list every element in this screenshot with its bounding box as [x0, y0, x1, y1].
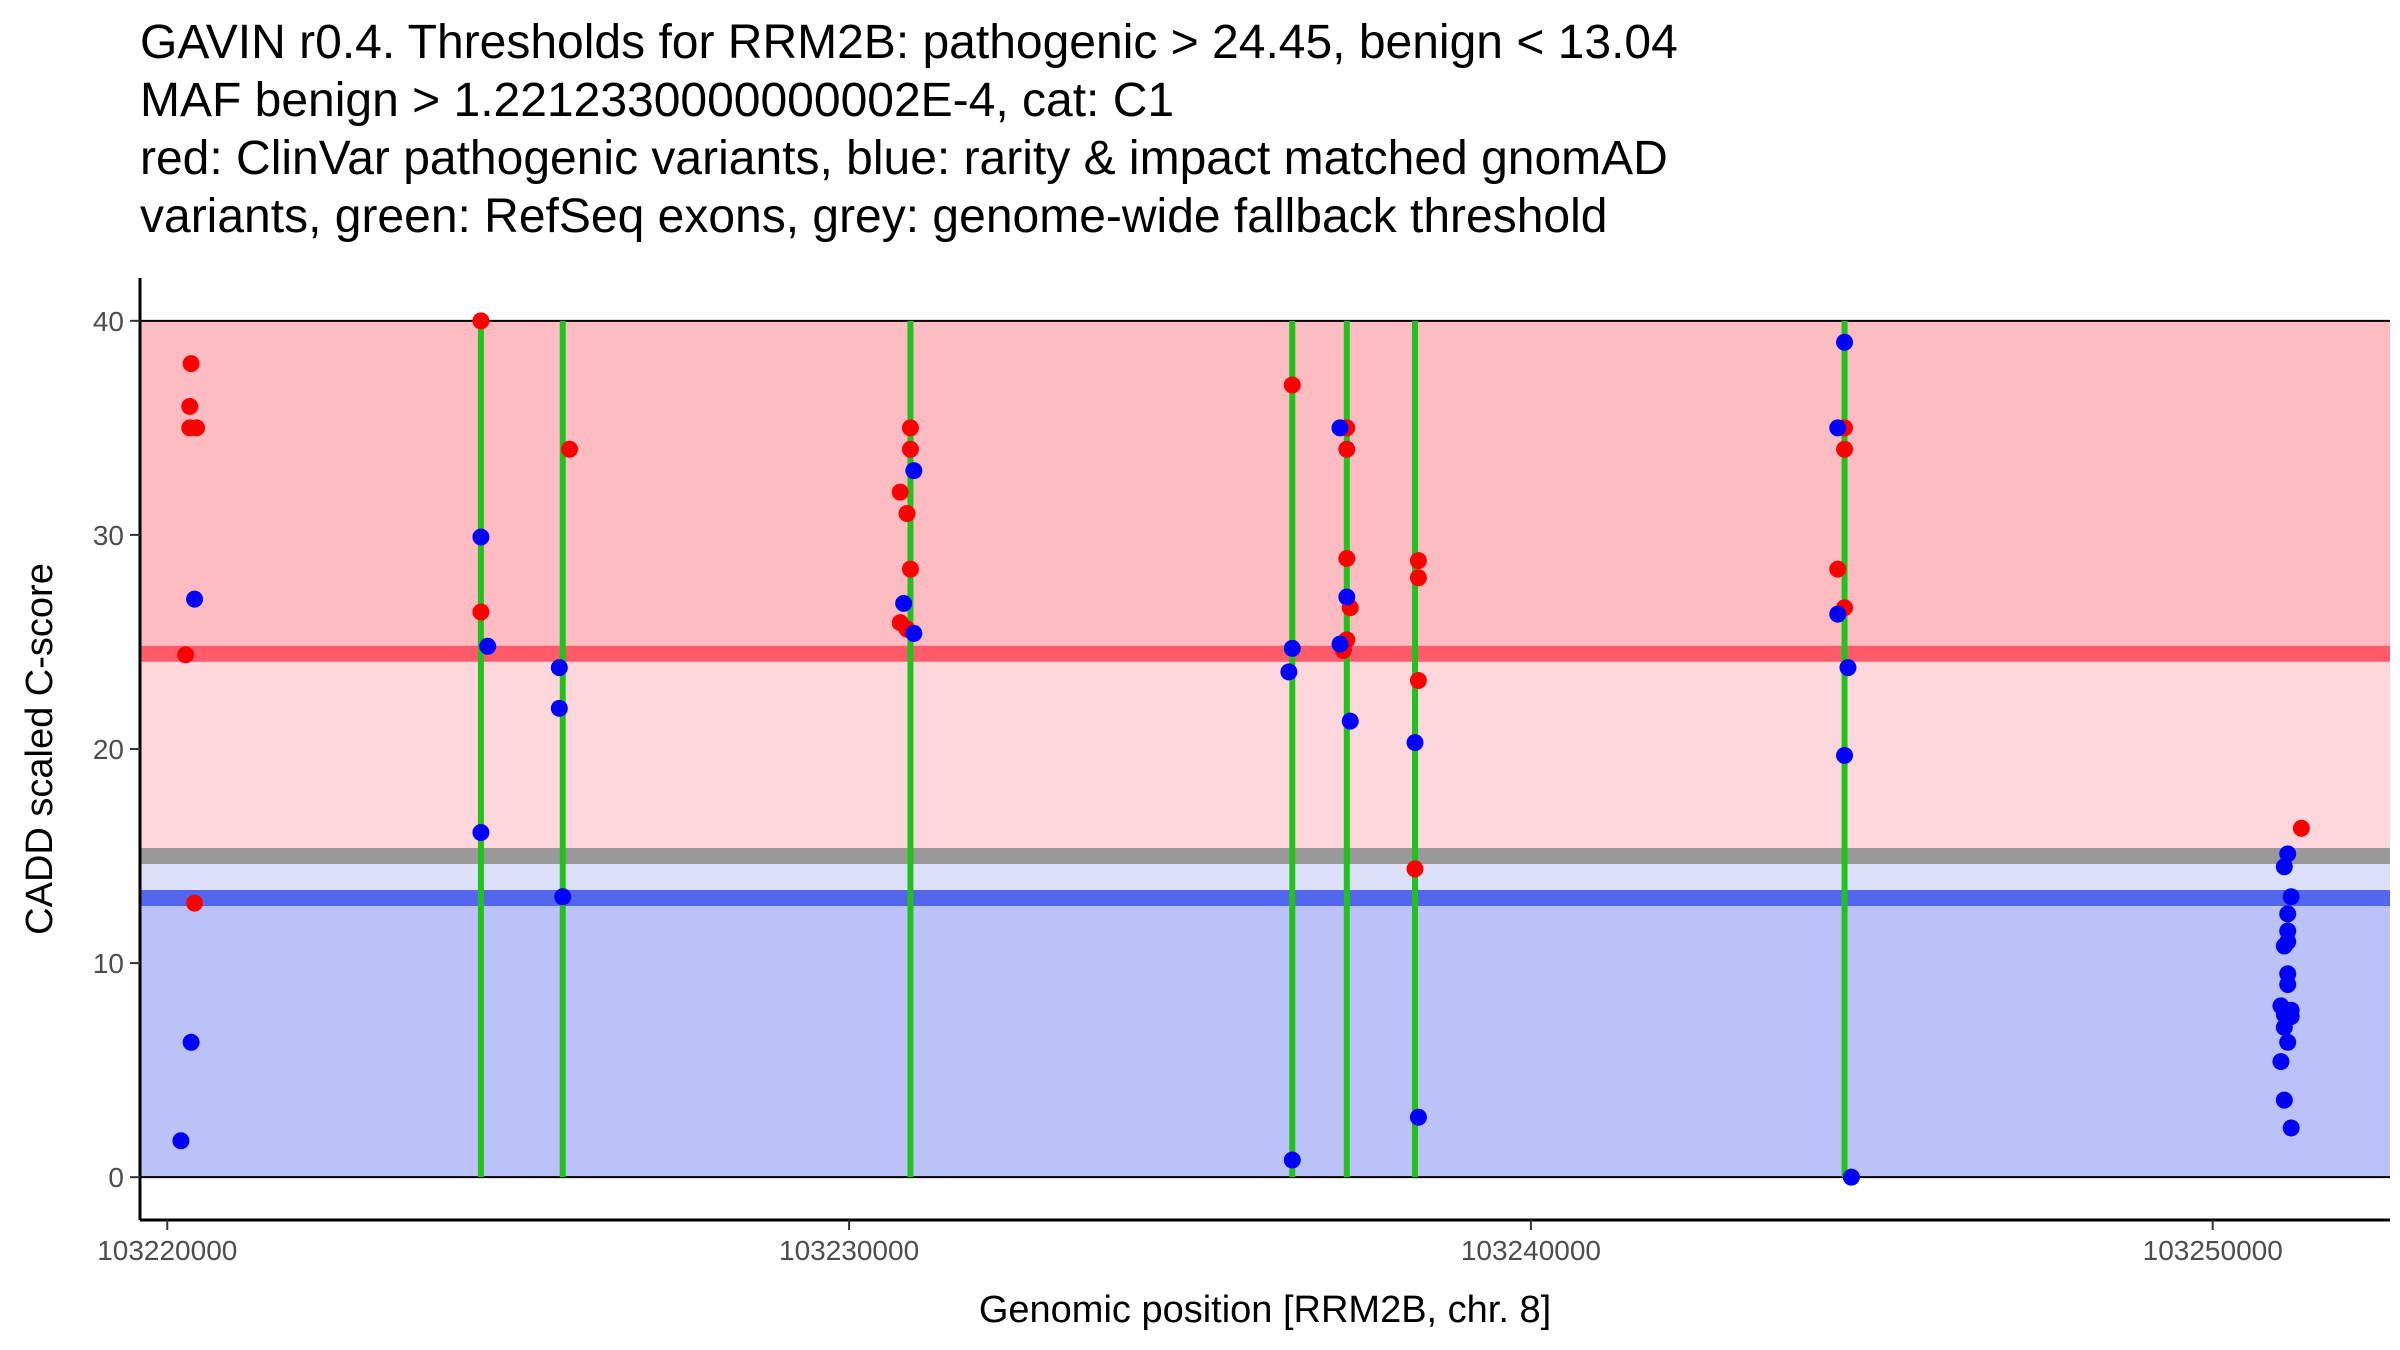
- title-line-1: GAVIN r0.4. Thresholds for RRM2B: pathog…: [140, 16, 1678, 69]
- benign-variant-point: [905, 462, 923, 480]
- benign-variant-point: [1839, 659, 1857, 677]
- benign-variant-point: [1829, 605, 1847, 623]
- benign-variant-point: [1409, 1108, 1427, 1126]
- pathogenic-variant-point: [901, 440, 919, 458]
- title-line-4: variants, green: RefSeq exons, grey: gen…: [140, 190, 1608, 243]
- title-line-3: red: ClinVar pathogenic variants, blue: …: [140, 132, 1668, 185]
- pathogenic-variant-point: [891, 483, 909, 501]
- benign-variant-point: [1331, 419, 1349, 437]
- benign-variant-point: [1406, 734, 1424, 752]
- pathogenic-variant-point: [901, 560, 919, 578]
- benign-variant-point: [1842, 1168, 1860, 1186]
- benign-variant-point: [1829, 419, 1847, 437]
- benign-variant-point: [186, 590, 204, 608]
- benign-variant-point: [2279, 933, 2297, 951]
- pathogenic-variant-point: [181, 397, 199, 415]
- threshold-regions: [140, 319, 2390, 1179]
- pathogenic-variant-point: [1836, 440, 1854, 458]
- benign-variant-point: [905, 624, 923, 642]
- benign-variant-point: [479, 637, 497, 655]
- benign-variant-point: [2275, 1091, 2293, 1109]
- y-tick-label: 10: [93, 948, 124, 979]
- y-tick-label: 40: [93, 306, 124, 337]
- x-tick-label: 103220000: [97, 1235, 237, 1266]
- pathogenic-variant-point: [561, 440, 579, 458]
- benign-variant-point: [550, 699, 568, 717]
- benign-variant-point: [1283, 1151, 1301, 1169]
- pathogenic-region: [140, 320, 2390, 654]
- pathogenic-variant-point: [1409, 569, 1427, 587]
- pathogenic-variant-point: [901, 419, 919, 437]
- chart-title: GAVIN r0.4. Thresholds for RRM2B: pathog…: [140, 14, 2340, 246]
- benign-variant-point: [172, 1132, 190, 1150]
- y-tick-label: 0: [108, 1162, 124, 1193]
- benign-variant-point: [2279, 976, 2297, 993]
- benign-variant-point: [2272, 1053, 2290, 1071]
- benign-variant-point: [550, 659, 568, 677]
- benign-region: [140, 898, 2390, 1178]
- intermediate-region: [140, 653, 2390, 857]
- benign-variant-point: [1283, 639, 1301, 657]
- pathogenic-variant-point: [182, 355, 200, 373]
- pathogenic-variant-point: [898, 505, 916, 522]
- x-tick-label: 103230000: [779, 1235, 919, 1266]
- pathogenic-variant-point: [1283, 376, 1301, 394]
- axes: 0 10 20 30 40 103220000 103230000 103240000 1032…: [93, 278, 2390, 1266]
- y-tick-label: 30: [93, 520, 124, 551]
- benign-variant-point: [182, 1033, 200, 1051]
- pathogenic-variant-point: [1406, 860, 1424, 878]
- pathogenic-variant-point: [1829, 560, 1847, 578]
- benign-variant-point: [1280, 663, 1298, 681]
- x-axis-title: Genomic position [RRM2B, chr. 8]: [979, 1289, 1551, 1331]
- benign-variant-point: [2279, 1033, 2297, 1051]
- pathogenic-variant-point: [472, 312, 490, 330]
- pathogenic-variant-point: [1338, 549, 1356, 567]
- benign-variant-point: [1836, 333, 1854, 351]
- benign-variant-point: [472, 823, 490, 841]
- benign-variant-point: [554, 888, 572, 906]
- y-tick-label: 20: [93, 734, 124, 765]
- pathogenic-variant-point: [177, 646, 195, 664]
- benign-variant-point: [2279, 905, 2297, 923]
- x-tick-label: 103250000: [2143, 1235, 2283, 1266]
- benign-variant-point: [2279, 845, 2297, 863]
- benign-variant-point: [895, 594, 913, 612]
- pathogenic-variant-point: [1409, 552, 1427, 570]
- benign-variant-point: [1338, 588, 1356, 606]
- pathogenic-variant-point: [186, 894, 204, 912]
- pathogenic-variant-point: [188, 419, 206, 437]
- benign-variant-point: [2275, 858, 2293, 876]
- benign-variant-point: [2282, 888, 2300, 906]
- pathogenic-variant-point: [472, 603, 490, 621]
- benign-variant-point: [2282, 1119, 2300, 1137]
- title-line-2: MAF benign > 1.2212330000000002E-4, cat:…: [140, 74, 1175, 127]
- benign-variant-point: [1836, 746, 1854, 764]
- pathogenic-variant-point: [1409, 671, 1427, 689]
- pathogenic-variant-point: [1338, 440, 1356, 458]
- benign-variant-point: [1341, 712, 1359, 730]
- variant-points: [172, 312, 2310, 1186]
- pathogenic-variant-point: [2292, 819, 2310, 837]
- benign-variant-point: [472, 528, 490, 546]
- benign-variant-point: [2275, 1018, 2293, 1036]
- benign-variant-point: [1331, 635, 1349, 653]
- y-axis-title: CADD scaled C-score: [19, 563, 61, 935]
- x-tick-label: 103240000: [1461, 1235, 1601, 1266]
